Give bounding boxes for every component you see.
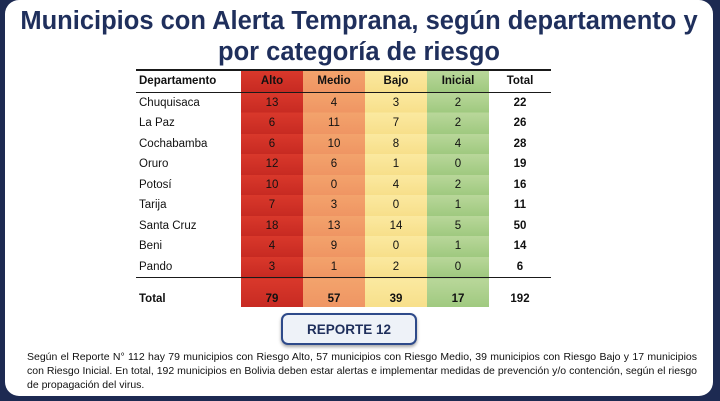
cell-bajo: 2 (365, 256, 427, 278)
cell-bajo: 14 (365, 215, 427, 236)
cell-medio: 3 (303, 195, 365, 216)
cell-medio: 0 (303, 174, 365, 195)
table-row: Oruro 12 6 1 0 19 (136, 154, 551, 175)
cell-alto: 13 (241, 92, 303, 113)
cell-departamento: La Paz (139, 117, 175, 130)
total-total: 192 (489, 277, 551, 307)
cell-inicial: 1 (427, 236, 489, 257)
cell-alto: 7 (241, 195, 303, 216)
table-row: Cochabamba 6 10 8 4 28 (136, 133, 551, 154)
cell-inicial: 4 (427, 133, 489, 154)
cell-medio: 4 (303, 92, 365, 113)
page-title: Municipios con Alerta Temprana, según de… (20, 7, 698, 66)
cell-inicial: 1 (427, 195, 489, 216)
table-row: Chuquisaca 13 4 3 2 22 (136, 92, 551, 113)
cell-medio: 11 (303, 113, 365, 134)
cell-medio: 9 (303, 236, 365, 257)
cell-inicial: 5 (427, 215, 489, 236)
footnote-text: Según el Reporte N° 112 hay 79 municipio… (27, 351, 697, 391)
cell-alto: 4 (241, 236, 303, 257)
cell-medio: 10 (303, 133, 365, 154)
cell-total: 6 (516, 260, 524, 273)
report-button[interactable]: REPORTE 12 (281, 313, 417, 345)
cell-bajo: 7 (365, 113, 427, 134)
table-header-row: Departamento Alto Medio Bajo Inicial Tot… (136, 69, 551, 93)
header-medio: Medio (303, 69, 365, 93)
table-row: Tarija 7 3 0 1 11 (136, 195, 551, 216)
total-alto: 79 (241, 277, 303, 307)
cell-departamento: Potosí (139, 178, 172, 191)
cell-total: 19 (513, 158, 527, 171)
cell-departamento: Cochabamba (139, 137, 208, 150)
cell-inicial: 0 (427, 256, 489, 278)
total-medio: 57 (303, 277, 365, 307)
table-row: Potosí 10 0 4 2 16 (136, 174, 551, 195)
cell-total: 16 (513, 178, 527, 191)
cell-alto: 6 (241, 113, 303, 134)
header-departamento: Departamento (136, 69, 241, 93)
cell-alto: 3 (241, 256, 303, 278)
cell-bajo: 8 (365, 133, 427, 154)
cell-total: 14 (513, 240, 527, 253)
cell-total: 50 (513, 219, 527, 232)
cell-alto: 6 (241, 133, 303, 154)
table-row: Beni 4 9 0 1 14 (136, 236, 551, 257)
cell-departamento: Oruro (139, 158, 169, 171)
header-bajo: Bajo (365, 69, 427, 93)
cell-total: 26 (513, 117, 527, 130)
table-total-row: Total 79 57 39 17 192 (136, 277, 551, 307)
cell-medio: 13 (303, 215, 365, 236)
cell-departamento: Pando (139, 260, 173, 273)
cell-total: 28 (513, 137, 527, 150)
cell-bajo: 4 (365, 174, 427, 195)
cell-bajo: 0 (365, 195, 427, 216)
total-label: Total (136, 277, 241, 307)
cell-departamento: Chuquisaca (139, 96, 200, 109)
total-bajo: 39 (365, 277, 427, 307)
cell-medio: 1 (303, 256, 365, 278)
cell-alto: 10 (241, 174, 303, 195)
risk-table: Departamento Alto Medio Bajo Inicial Tot… (136, 69, 551, 307)
cell-inicial: 2 (427, 92, 489, 113)
cell-bajo: 0 (365, 236, 427, 257)
cell-medio: 6 (303, 154, 365, 175)
cell-total: 22 (513, 96, 527, 109)
cell-bajo: 1 (365, 154, 427, 175)
header-alto: Alto (241, 69, 303, 93)
total-inicial: 17 (427, 277, 489, 307)
cell-inicial: 2 (427, 113, 489, 134)
table-row: Pando 3 1 2 0 6 (136, 256, 551, 278)
cell-total: 11 (513, 199, 527, 212)
header-total: Total (489, 69, 551, 93)
cell-inicial: 0 (427, 154, 489, 175)
header-inicial: Inicial (427, 69, 489, 93)
cell-bajo: 3 (365, 92, 427, 113)
cell-alto: 12 (241, 154, 303, 175)
cell-departamento: Tarija (139, 199, 167, 212)
cell-inicial: 2 (427, 174, 489, 195)
cell-departamento: Santa Cruz (139, 219, 197, 232)
slide-frame: Municipios con Alerta Temprana, según de… (5, 0, 713, 396)
table-row: Santa Cruz 18 13 14 5 50 (136, 215, 551, 236)
table-row: La Paz 6 11 7 2 26 (136, 113, 551, 134)
cell-alto: 18 (241, 215, 303, 236)
cell-departamento: Beni (139, 240, 163, 253)
